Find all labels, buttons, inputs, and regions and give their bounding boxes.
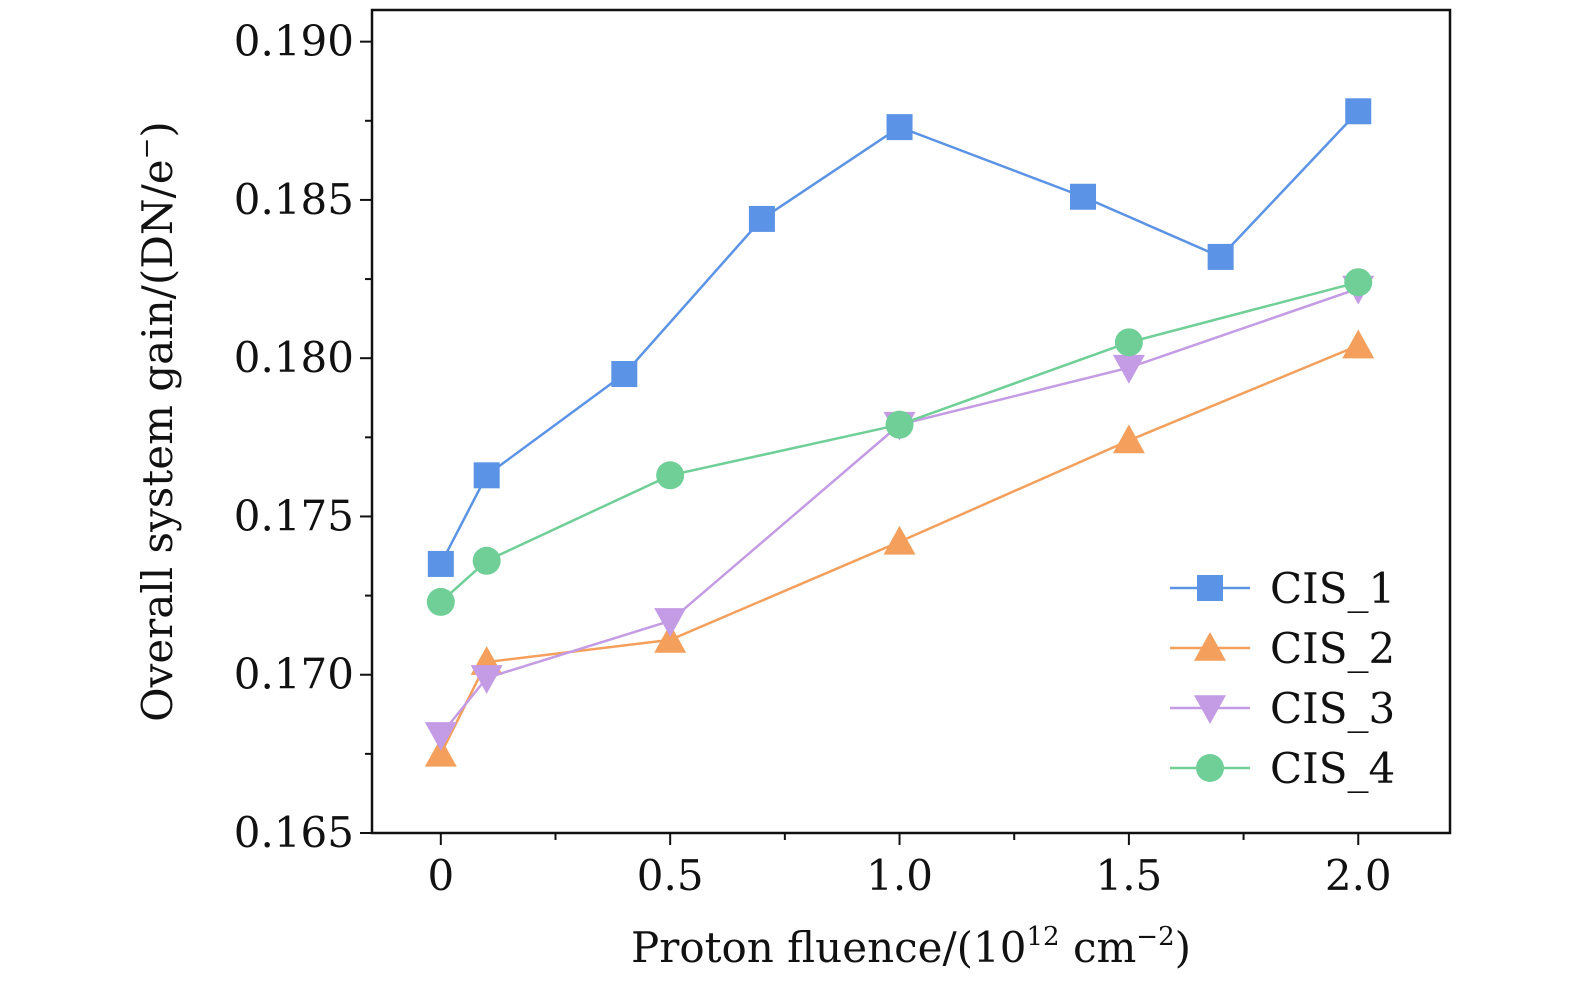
data-point (1342, 329, 1375, 359)
x-tick-label: 1.0 (866, 851, 933, 900)
data-point (1070, 183, 1097, 210)
series-cis-4 (426, 268, 1373, 616)
data-point (885, 410, 914, 439)
data-point (886, 114, 913, 141)
y-axis-title: Overall system gain/(DN/e−) (132, 121, 182, 722)
legend-label: CIS_3 (1270, 684, 1395, 733)
data-point (1112, 354, 1145, 384)
y-tick-label: 0.165 (234, 808, 354, 857)
y-tick-label: 0.185 (234, 175, 354, 224)
legend: CIS_1 CIS_2 CIS_3 CIS_4 (1170, 564, 1395, 793)
data-point (427, 550, 454, 577)
y-tick-label: 0.190 (234, 17, 354, 66)
legend-marker (1197, 575, 1223, 601)
data-point (1207, 243, 1234, 270)
legend-label: CIS_4 (1270, 744, 1395, 793)
x-axis-title: Proton fluence/(1012 cm−2) (631, 922, 1191, 972)
y-tick-label: 0.175 (234, 491, 354, 540)
data-point (472, 546, 501, 575)
series-cis-2 (424, 329, 1375, 767)
data-point (1114, 328, 1143, 357)
legend-item: CIS_2 (1170, 624, 1395, 673)
data-point (1345, 98, 1372, 125)
data-point (654, 608, 687, 637)
data-point (654, 623, 687, 653)
legend-item: CIS_4 (1170, 744, 1395, 793)
series-line (439, 287, 1359, 736)
x-tick-label: 2.0 (1325, 851, 1392, 900)
data-point (611, 361, 638, 388)
y-tick-label: 0.180 (234, 333, 354, 382)
legend-label: CIS_1 (1270, 564, 1395, 613)
y-tick-label: 0.170 (234, 650, 354, 699)
legend-label: CIS_2 (1270, 624, 1395, 673)
legend-item: CIS_3 (1170, 684, 1395, 733)
x-tick-label: 1.5 (1095, 851, 1162, 900)
x-tick-label: 0 (427, 851, 454, 900)
data-point (1344, 268, 1373, 297)
series-line (439, 110, 1360, 565)
data-point (883, 525, 916, 555)
data-point (470, 665, 503, 694)
legend-marker (1196, 754, 1224, 782)
plot-frame (370, 8, 1452, 835)
series-cis-1 (427, 98, 1372, 577)
legend-item: CIS_1 (1170, 564, 1395, 613)
legend-marker (1194, 632, 1226, 661)
data-point (656, 461, 685, 490)
series-cis-3 (424, 275, 1375, 751)
axes: 0 0.5 1.0 1.5 2.0 0.165 0.170 0.175 0.180 0.185 0.… (234, 17, 1392, 900)
data-point (748, 205, 775, 232)
data-point (1112, 424, 1145, 454)
x-tick-label: 0.5 (637, 851, 704, 900)
legend-marker (1194, 695, 1226, 724)
series-layer (424, 98, 1375, 767)
data-point (426, 587, 455, 616)
data-point (473, 462, 500, 489)
data-point (424, 722, 457, 751)
data-point (424, 737, 457, 767)
